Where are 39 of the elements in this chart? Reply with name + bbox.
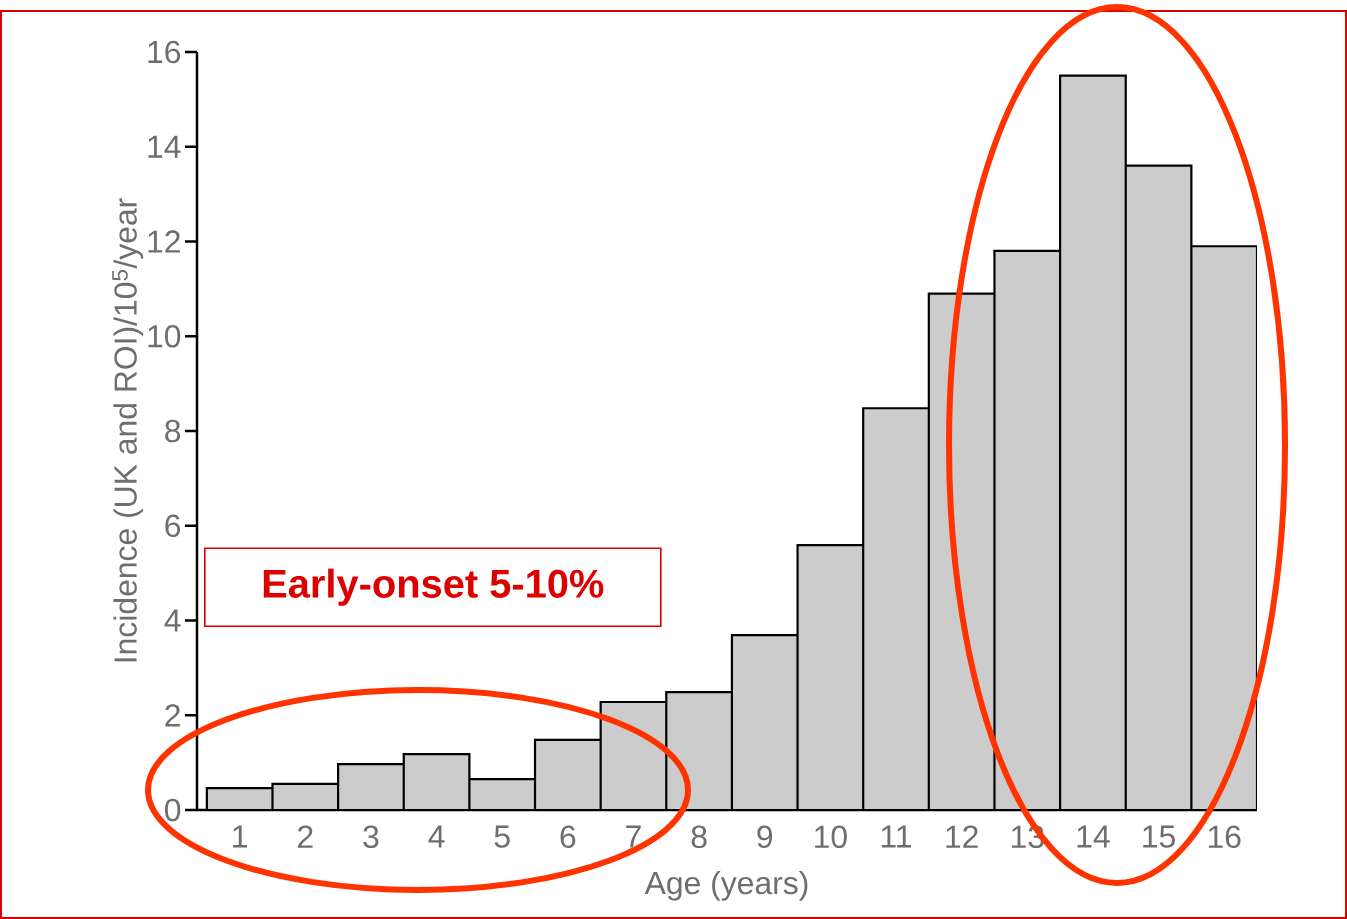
bar	[402, 753, 471, 810]
x-tick-label: 9	[757, 825, 773, 849]
bar	[1124, 164, 1193, 810]
x-tick-label: 10	[815, 825, 847, 849]
bar	[1058, 74, 1127, 810]
y-tick-label: 12	[148, 230, 180, 253]
y-tick-label: 14	[148, 135, 181, 158]
x-tick-label: 12	[946, 825, 978, 848]
bar	[533, 738, 602, 810]
bar	[337, 762, 405, 810]
x-tick-label: 1	[233, 825, 247, 848]
y-axis-title: Incidence (UK and ROI)/10$^{5}$/year	[112, 198, 144, 662]
x-tick-label: 8	[691, 825, 707, 849]
x-tick-label: 14	[1077, 825, 1110, 848]
x-tick-label: 15	[1143, 825, 1175, 848]
bar	[730, 634, 799, 810]
bar	[665, 690, 734, 810]
x-tick-label: 5	[494, 825, 510, 848]
x-tick-label: 6	[560, 825, 576, 849]
y-tick-label: 4	[164, 609, 181, 632]
bar	[468, 778, 537, 810]
bar	[1190, 245, 1257, 810]
y-tick-label: 10	[148, 324, 181, 348]
bar	[862, 407, 930, 810]
bar	[796, 544, 865, 810]
bar	[993, 249, 1062, 810]
y-tick-label: 6	[165, 514, 181, 538]
x-tick-label: 3	[363, 825, 379, 849]
y-tick-label: 16	[148, 40, 181, 64]
x-tick-label: 11	[881, 825, 911, 848]
y-tick-label: 2	[165, 704, 180, 727]
y-tick-label: 8	[165, 419, 181, 443]
x-tick-label: 2	[298, 825, 313, 848]
annotation: Early-onset 5-10%	[263, 568, 604, 606]
y-tick-label: 0	[165, 798, 181, 822]
x-axis-title: Age (years)	[644, 870, 808, 901]
x-tick-label: 4	[428, 825, 445, 848]
x-tick-label: 7	[626, 825, 641, 848]
x-tick-label: 16	[1208, 825, 1241, 849]
